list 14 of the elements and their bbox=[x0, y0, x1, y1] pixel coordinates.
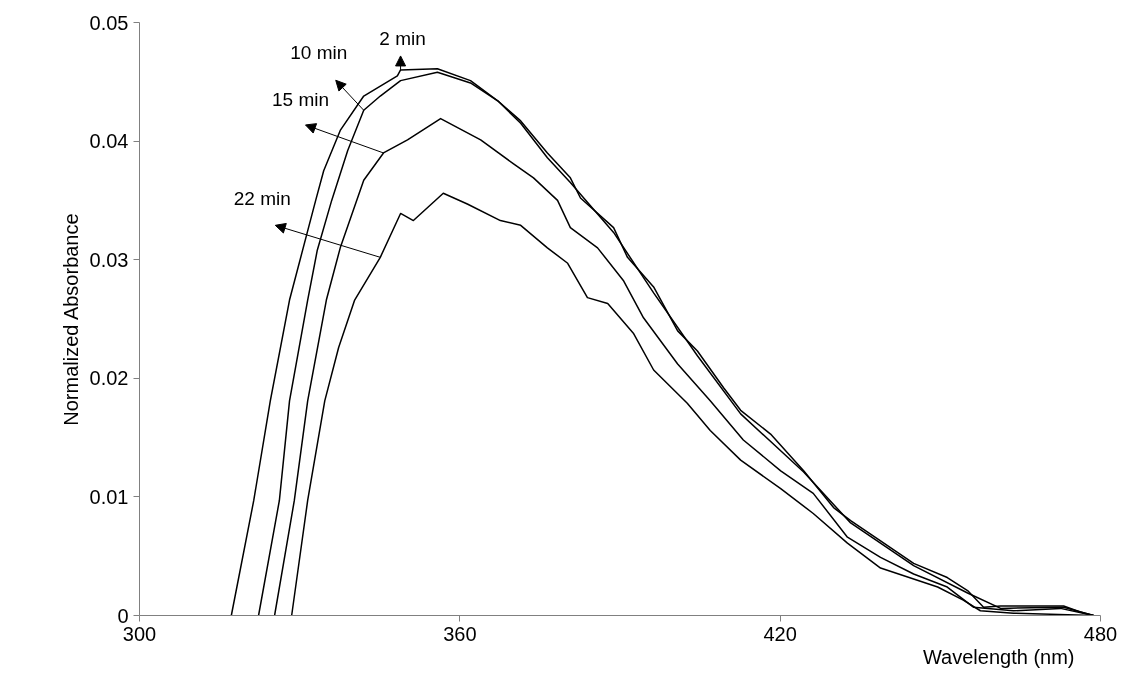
y-tick-label: 0.03 bbox=[89, 248, 129, 271]
annotation: 10 min bbox=[290, 41, 348, 63]
x-tick-label: 480 bbox=[1083, 622, 1118, 645]
y-tick-label: 0.05 bbox=[89, 11, 129, 34]
x-tick-label: 420 bbox=[763, 622, 797, 645]
annotation: 2 min bbox=[379, 28, 426, 50]
x-axis-title: Wavelength (nm) bbox=[922, 645, 1075, 668]
y-tick-label: 0.04 bbox=[89, 130, 129, 153]
y-axis-title: Normalized Absorbance bbox=[59, 213, 82, 426]
y-tick-label: 0.01 bbox=[89, 485, 129, 508]
annotation: 22 min bbox=[233, 187, 291, 209]
x-tick-label: 360 bbox=[443, 622, 477, 645]
annotation: 15 min bbox=[271, 89, 329, 111]
y-tick-label: 0.02 bbox=[89, 367, 129, 390]
